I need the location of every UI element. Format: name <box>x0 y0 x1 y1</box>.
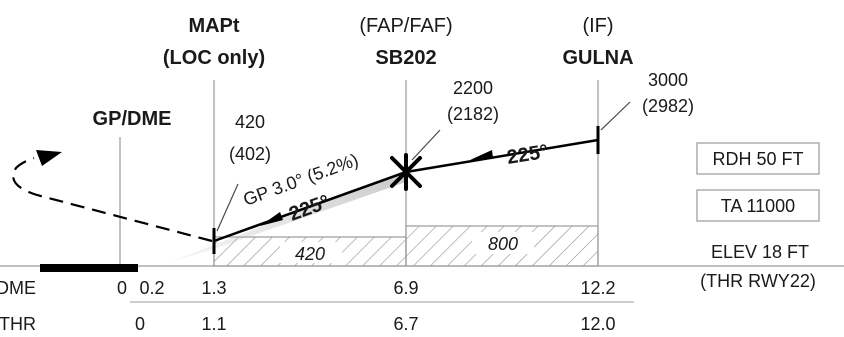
gulna-altitude-leader <box>601 102 630 130</box>
dme-value-12-2: 12.2 <box>580 278 615 298</box>
intermediate-approach-path <box>406 140 598 172</box>
dme-value-0: 0 <box>117 278 127 298</box>
final-minimum-altitude: 420 <box>295 244 325 264</box>
mapt-altitude-leader <box>217 184 238 231</box>
thr-value-1-1: 1.1 <box>201 314 226 334</box>
gulna-role: (IF) <box>582 15 613 37</box>
faf-star-icon <box>392 155 420 189</box>
gulna-altitude-paren: (2982) <box>642 96 694 116</box>
sb202-name: SB202 <box>375 47 436 69</box>
rdh-label: RDH 50 FT <box>712 149 803 169</box>
final-course-label: 225° <box>286 191 332 226</box>
dme-value-0-2: 0.2 <box>139 278 164 298</box>
sb202-altitude-paren: (2182) <box>447 104 499 124</box>
missed-approach-arrowhead <box>36 150 62 166</box>
dme-value-1-3: 1.3 <box>201 278 226 298</box>
intermediate-course-label: 225° <box>505 141 549 169</box>
gulna-name: GULNA <box>562 47 633 69</box>
thr-row-label: THR <box>0 314 36 334</box>
ta-label: TA 11000 <box>721 196 795 216</box>
dme-row-label: DME <box>0 278 36 298</box>
missed-approach-path <box>13 158 212 241</box>
intermediate-minimum-altitude: 800 <box>488 234 518 254</box>
runway-bar <box>40 264 138 272</box>
gp-dme-name: GP/DME <box>93 108 172 130</box>
dme-value-6-9: 6.9 <box>393 278 418 298</box>
mapt-altitude: 420 <box>235 112 265 132</box>
thr-value-6-7: 6.7 <box>393 314 418 334</box>
thr-value-0: 0 <box>135 314 145 334</box>
mapt-name: MAPt <box>188 15 239 37</box>
sb202-altitude-leader <box>412 130 440 160</box>
mapt-note: (LOC only) <box>163 47 265 69</box>
sb202-altitude: 2200 <box>453 78 493 98</box>
threshold-label: (THR RWY22) <box>700 271 816 291</box>
sb202-role: (FAP/FAF) <box>359 15 452 37</box>
elevation-label: ELEV 18 FT <box>711 242 809 262</box>
thr-value-12-0: 12.0 <box>580 314 615 334</box>
mapt-altitude-paren: (402) <box>229 144 271 164</box>
gulna-altitude: 3000 <box>648 70 688 90</box>
